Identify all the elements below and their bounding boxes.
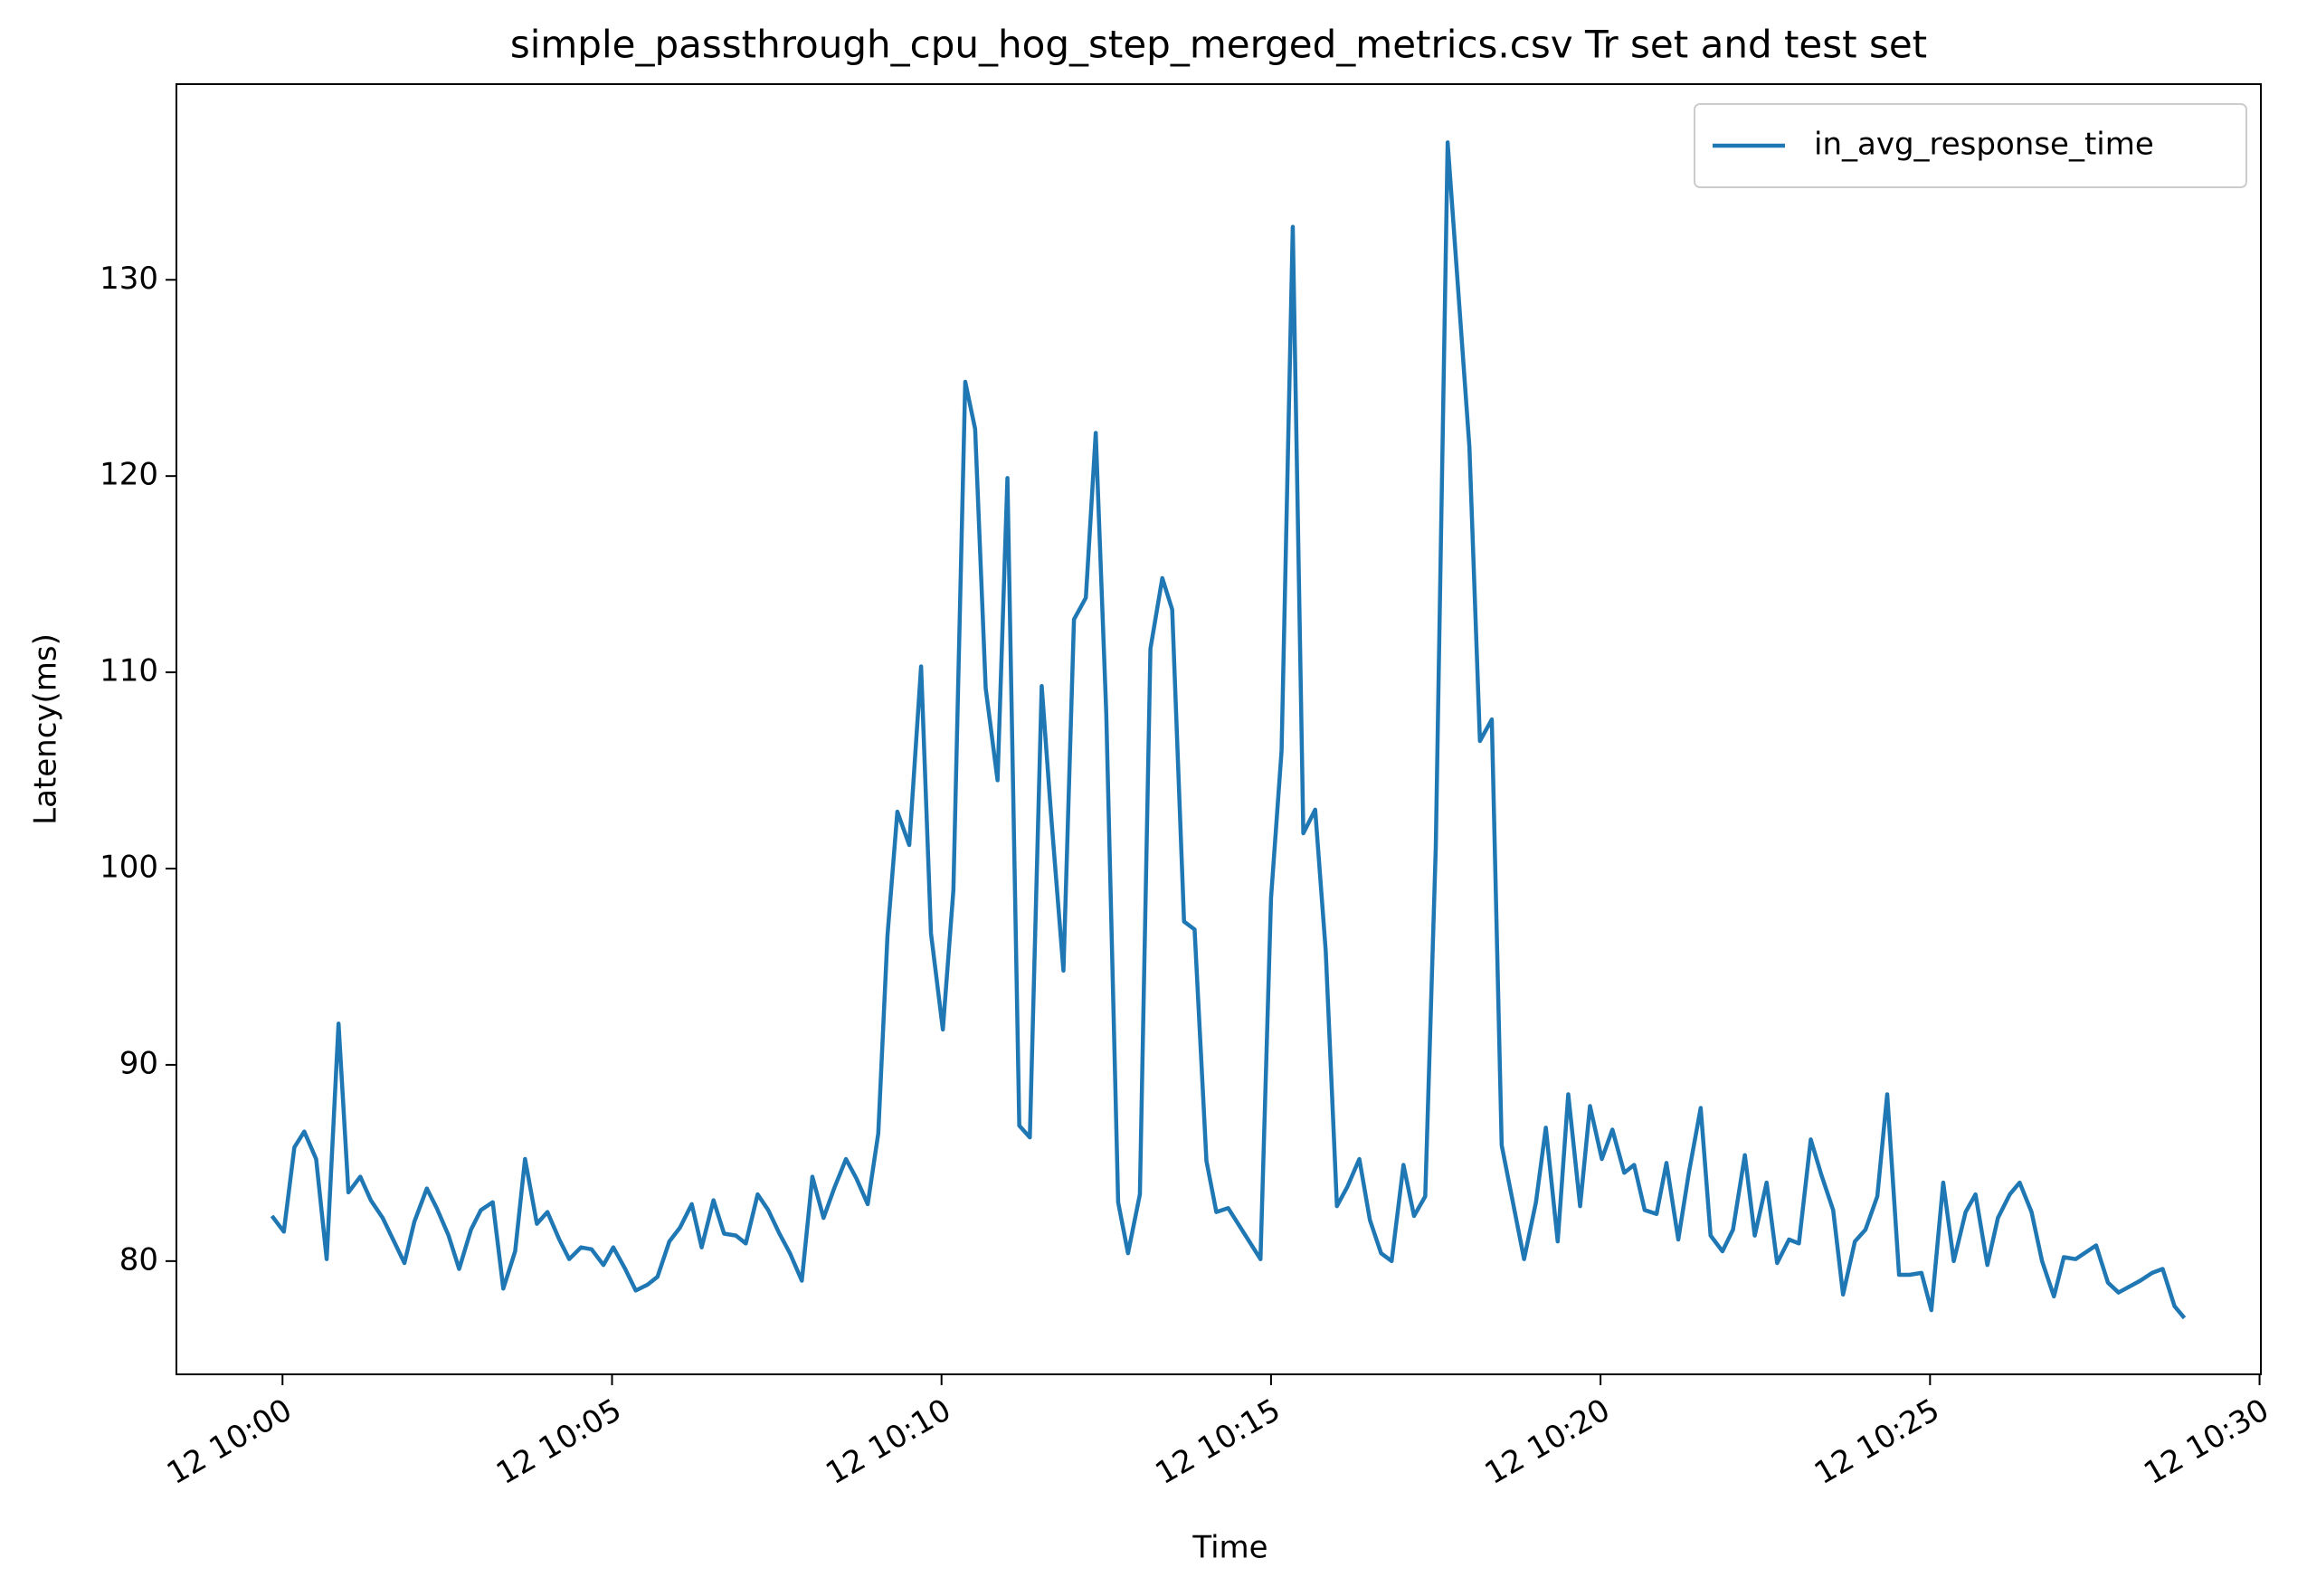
y-tick-label: 100 (100, 850, 158, 886)
chart-title: simple_passthrough_cpu_hog_step_merged_m… (510, 23, 1927, 67)
plot-frame (176, 83, 2262, 1375)
x-axis-label: Time (1191, 1530, 1267, 1566)
y-tick-label: 80 (119, 1241, 158, 1278)
y-tick-label: 130 (100, 261, 158, 297)
y-axis-label: Latency(ms) (28, 633, 64, 825)
legend-label: in_avg_response_time (1814, 127, 2154, 163)
data-line (270, 140, 2187, 1320)
legend-box (1694, 103, 2247, 188)
y-tick-label: 120 (100, 457, 158, 493)
legend: in_avg_response_time (1694, 103, 2247, 188)
y-tick-label: 110 (100, 653, 158, 689)
y-tick-label: 90 (119, 1045, 158, 1081)
